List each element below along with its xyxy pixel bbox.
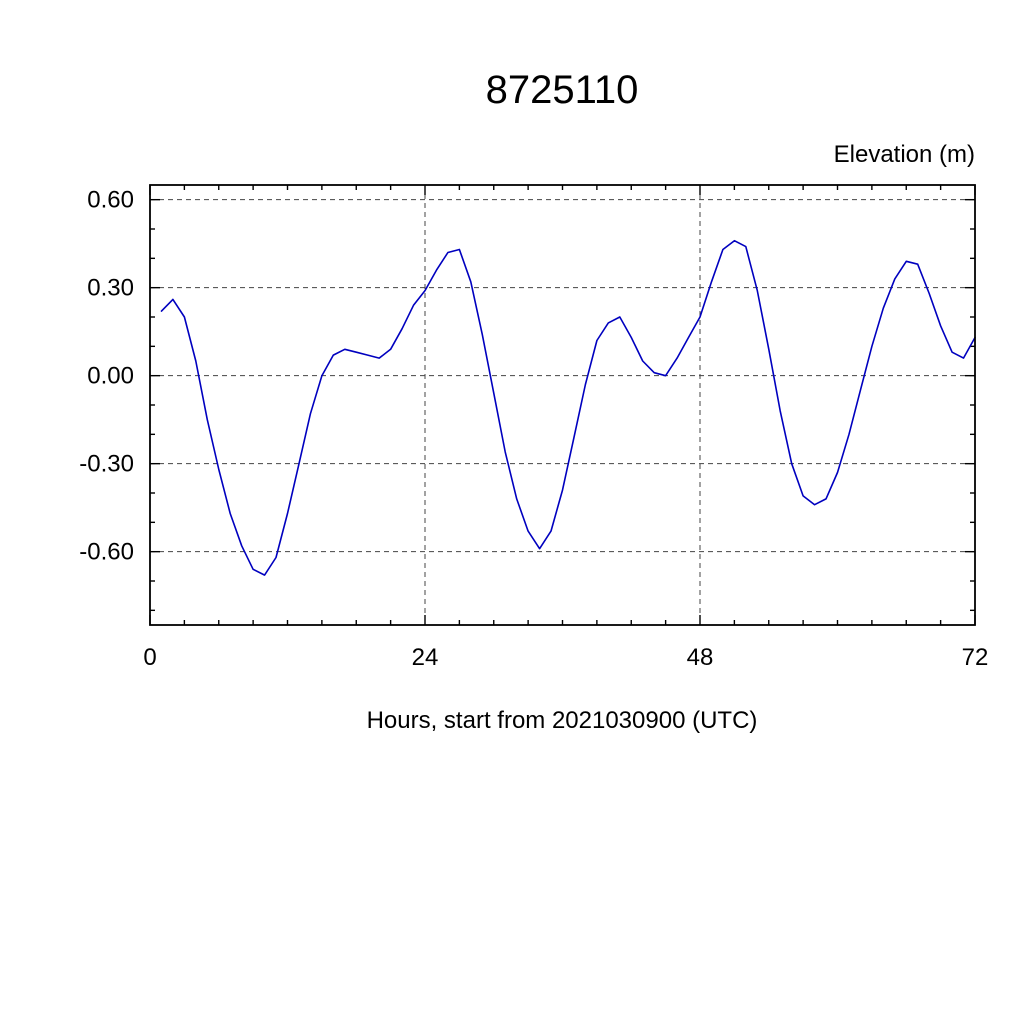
x-axis-label: Hours, start from 2021030900 (UTC) [367, 707, 758, 734]
y-tick-label: 0.00 [87, 363, 134, 390]
y-axis-label: Elevation (m) [834, 141, 975, 168]
y-tick-label: -0.60 [79, 539, 134, 566]
plot-area: 0.60 0.30 0.00 -0.30 -0.60 0 24 48 72 [79, 184, 989, 671]
x-tick-label: 48 [687, 644, 714, 671]
x-tick-label: 72 [962, 644, 989, 671]
y-tick-label: 0.60 [87, 187, 134, 214]
chart-title: 8725110 [486, 68, 639, 112]
y-tick-label: 0.30 [87, 275, 134, 302]
x-tick-label: 0 [143, 644, 156, 671]
y-tick-label: -0.30 [79, 451, 134, 478]
plot-frame [149, 184, 976, 626]
x-tick-label: 24 [412, 644, 439, 671]
elevation-line [160, 239, 976, 576]
